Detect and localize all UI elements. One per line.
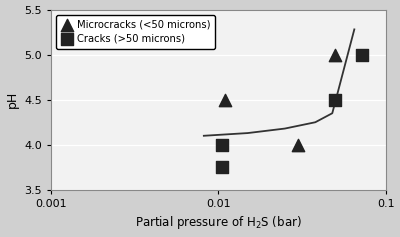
Cracks (>50 microns) xyxy=(219,143,225,147)
Y-axis label: pH: pH xyxy=(6,91,18,108)
Legend: Microcracks (<50 microns), Cracks (>50 microns): Microcracks (<50 microns), Cracks (>50 m… xyxy=(56,14,215,49)
Microcracks (<50 microns) xyxy=(332,53,338,57)
Microcracks (<50 microns) xyxy=(222,98,228,102)
Microcracks (<50 microns) xyxy=(295,143,301,147)
Cracks (>50 microns) xyxy=(332,98,338,102)
X-axis label: Partial pressure of H$_2$S (bar): Partial pressure of H$_2$S (bar) xyxy=(135,214,302,232)
Cracks (>50 microns) xyxy=(219,165,225,169)
Cracks (>50 microns) xyxy=(358,53,365,57)
